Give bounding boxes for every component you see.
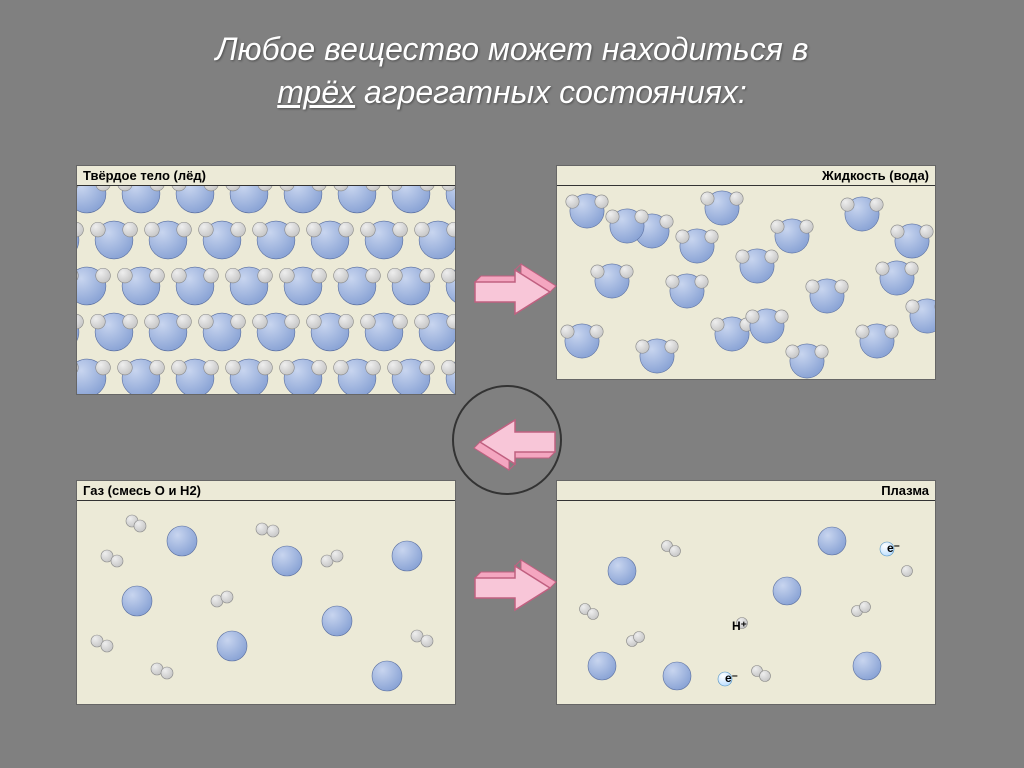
panel-liquid: Жидкость (вода) <box>556 165 936 380</box>
panel-solid-body <box>77 186 455 394</box>
panel-plasma: Плазма e⁻ H⁺ e⁻ <box>556 480 936 705</box>
plasma-particle-label: e⁻ <box>887 541 900 555</box>
slide-title: Любое вещество может находиться в трёх а… <box>0 0 1024 114</box>
title-line1: Любое вещество может находиться в <box>216 31 809 67</box>
transition-arrow <box>470 412 560 472</box>
title-line2-rest: агрегатных состояниях: <box>355 74 747 110</box>
plasma-particle-label: e⁻ <box>725 671 738 685</box>
panel-solid: Твёрдое тело (лёд) <box>76 165 456 395</box>
transition-arrow <box>470 558 560 618</box>
panel-plasma-body: e⁻ H⁺ e⁻ <box>557 501 935 704</box>
plasma-particle-label: H⁺ <box>732 619 747 633</box>
title-underlined: трёх <box>277 74 355 110</box>
transition-arrow <box>470 262 560 322</box>
panel-gas-label: Газ (смесь О и Н2) <box>77 481 455 501</box>
panel-gas-body <box>77 501 455 704</box>
panel-liquid-body <box>557 186 935 379</box>
panel-gas: Газ (смесь О и Н2) <box>76 480 456 705</box>
panel-plasma-label: Плазма <box>557 481 935 501</box>
panel-liquid-label: Жидкость (вода) <box>557 166 935 186</box>
panel-solid-label: Твёрдое тело (лёд) <box>77 166 455 186</box>
